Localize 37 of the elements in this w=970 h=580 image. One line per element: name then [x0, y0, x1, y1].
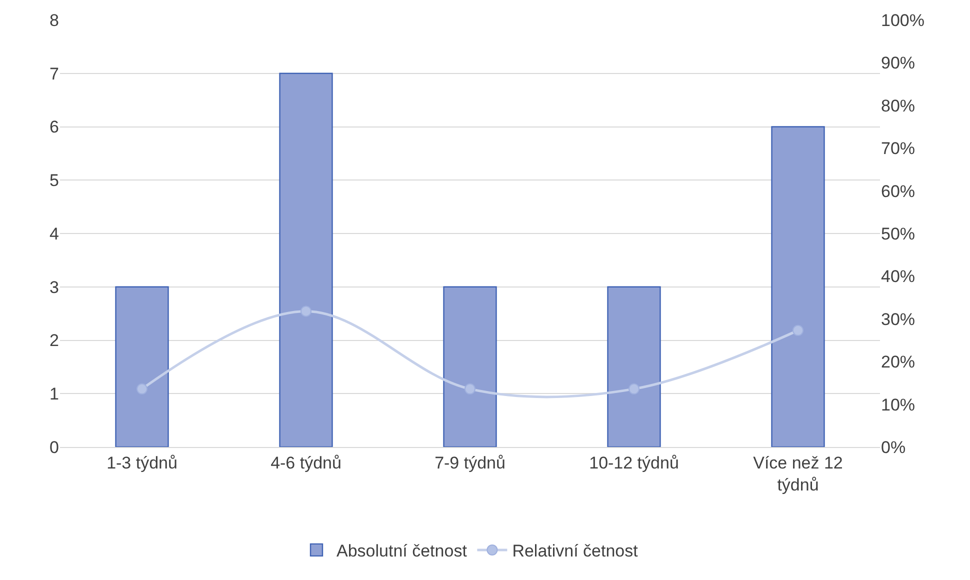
x-tick-label: 4-6 týdnů [270, 453, 342, 472]
point [300, 306, 312, 317]
y2-tick-label: 60% [881, 182, 916, 201]
y2-tick-label: 30% [881, 310, 916, 329]
point [464, 383, 476, 394]
y2-tick-label: 20% [881, 352, 916, 372]
bar [115, 286, 169, 447]
bar [279, 72, 333, 447]
y2-tick-label: 0% [881, 438, 906, 457]
x-tick-label: 1-3 týdnů [106, 453, 178, 472]
y2-tick-label: 10% [881, 395, 916, 414]
y-tick-label: 6 [50, 118, 59, 137]
point [792, 324, 804, 336]
bar [771, 126, 825, 447]
x-tick-label: Více než 12 týdnů [753, 453, 843, 494]
y2-tick-label: 90% [881, 54, 916, 73]
y2-tick-label: 70% [881, 139, 916, 158]
y2-tick-label: 50% [881, 224, 916, 244]
y2-tick-label: 100% [881, 10, 924, 30]
y-tick-label: 1 [50, 384, 59, 404]
bar [607, 286, 661, 447]
y2-tick-label: 80% [881, 96, 916, 116]
legend-label: Absolutní četnost [336, 542, 468, 561]
y-tick-label: 8 [50, 10, 59, 30]
y-tick-label: 0 [50, 438, 59, 457]
y2-tick-label: 40% [881, 267, 916, 286]
y-tick-label: 4 [50, 224, 59, 244]
point [136, 383, 148, 394]
legend-label: Relativní četnost [512, 542, 638, 561]
y-tick-label: 3 [50, 278, 59, 297]
x-tick-label: 10-12 týdnů [589, 453, 679, 472]
y-tick-label: 7 [50, 64, 59, 84]
y-tick-label: 5 [50, 171, 59, 190]
point [628, 383, 640, 394]
y-tick-label: 2 [50, 331, 59, 350]
x-tick-label: 7-9 týdnů [434, 453, 506, 472]
bar [443, 286, 497, 447]
